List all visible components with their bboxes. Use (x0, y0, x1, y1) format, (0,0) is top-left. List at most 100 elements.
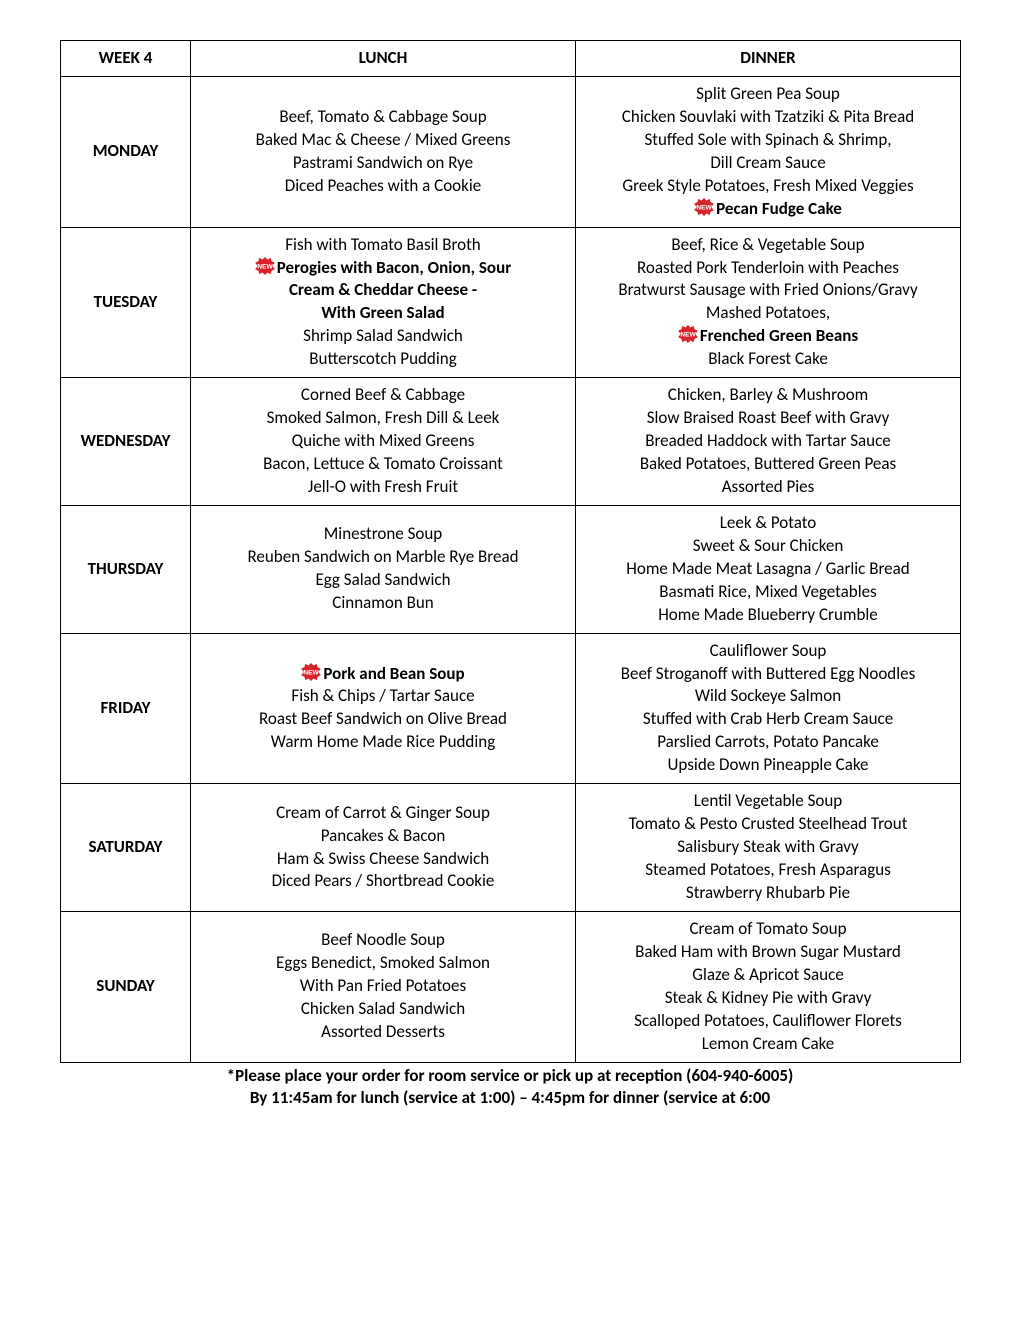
day-label: FRIDAY (61, 633, 191, 784)
lunch-cell: Corned Beef & CabbageSmoked Salmon, Fres… (191, 378, 576, 506)
dinner-cell: Leek & PotatoSweet & Sour ChickenHome Ma… (576, 505, 961, 633)
day-label: TUESDAY (61, 227, 191, 378)
menu-item: Beef, Rice & Vegetable Soup (580, 234, 956, 257)
menu-item: Black Forest Cake (580, 348, 956, 371)
header-week: WEEK 4 (61, 41, 191, 77)
day-label: WEDNESDAY (61, 378, 191, 506)
table-row: FRIDAY NEW Pork and Bean SoupFish & Chip… (61, 633, 961, 784)
menu-item: Assorted Desserts (195, 1021, 571, 1044)
menu-item: Beef, Tomato & Cabbage Soup (195, 106, 571, 129)
menu-item: Roast Beef Sandwich on Olive Bread (195, 708, 571, 731)
menu-item: Ham & Swiss Cheese Sandwich (195, 848, 571, 871)
dinner-cell: Split Green Pea SoupChicken Souvlaki wit… (576, 76, 961, 227)
table-row: THURSDAY Minestrone SoupReuben Sandwich … (61, 505, 961, 633)
header-lunch: LUNCH (191, 41, 576, 77)
menu-item: Warm Home Made Rice Pudding (195, 731, 571, 754)
menu-item: Chicken Souvlaki with Tzatziki & Pita Br… (580, 106, 956, 129)
menu-item: Lemon Cream Cake (580, 1033, 956, 1056)
menu-item: Corned Beef & Cabbage (195, 384, 571, 407)
menu-item: Beef Noodle Soup (195, 929, 571, 952)
menu-item: Diced Pears / Shortbread Cookie (195, 870, 571, 893)
menu-item: NEW Pork and Bean Soup (195, 663, 571, 686)
menu-item: Reuben Sandwich on Marble Rye Bread (195, 546, 571, 569)
menu-item: Fish with Tomato Basil Broth (195, 234, 571, 257)
menu-item: Jell-O with Fresh Fruit (195, 476, 571, 499)
menu-item: Smoked Salmon, Fresh Dill & Leek (195, 407, 571, 430)
menu-item: Home Made Meat Lasagna / Garlic Bread (580, 558, 956, 581)
svg-text:NEW: NEW (304, 669, 320, 676)
menu-item: Pancakes & Bacon (195, 825, 571, 848)
lunch-cell: Beef, Tomato & Cabbage SoupBaked Mac & C… (191, 76, 576, 227)
menu-item: Strawberry Rhubarb Pie (580, 882, 956, 905)
menu-item: Roasted Pork Tenderloin with Peaches (580, 257, 956, 280)
menu-item: With Pan Fried Potatoes (195, 975, 571, 998)
menu-item: NEW Frenched Green Beans (580, 325, 956, 348)
menu-item: Leek & Potato (580, 512, 956, 535)
menu-item: NEW Perogies with Bacon, Onion, Sour (195, 257, 571, 280)
menu-item: Basmati Rice, Mixed Vegetables (580, 581, 956, 604)
footer-note: *Please place your order for room servic… (60, 1065, 960, 1111)
table-row: SATURDAY Cream of Carrot & Ginger SoupPa… (61, 784, 961, 912)
menu-item: Wild Sockeye Salmon (580, 685, 956, 708)
menu-item: Split Green Pea Soup (580, 83, 956, 106)
table-row: WEDNESDAY Corned Beef & CabbageSmoked Sa… (61, 378, 961, 506)
menu-item: Home Made Blueberry Crumble (580, 604, 956, 627)
menu-item: Beef Stroganoff with Buttered Egg Noodle… (580, 663, 956, 686)
menu-item: Minestrone Soup (195, 523, 571, 546)
footer-line-2: By 11:45am for lunch (service at 1:00) –… (250, 1087, 770, 1108)
menu-item: Cream of Tomato Soup (580, 918, 956, 941)
menu-item: Upside Down Pineapple Cake (580, 754, 956, 777)
menu-item: Butterscotch Pudding (195, 348, 571, 371)
new-icon: NEW (694, 198, 714, 216)
svg-text:NEW: NEW (680, 332, 696, 339)
menu-item: Egg Salad Sandwich (195, 569, 571, 592)
menu-item: Parslied Carrots, Potato Pancake (580, 731, 956, 754)
menu-item: Eggs Benedict, Smoked Salmon (195, 952, 571, 975)
menu-item: Tomato & Pesto Crusted Steelhead Trout (580, 813, 956, 836)
dinner-cell: Cauliflower SoupBeef Stroganoff with But… (576, 633, 961, 784)
menu-item: Slow Braised Roast Beef with Gravy (580, 407, 956, 430)
svg-text:NEW: NEW (697, 204, 713, 211)
new-icon: NEW (255, 257, 275, 275)
menu-item: Pastrami Sandwich on Rye (195, 152, 571, 175)
menu-item: Lentil Vegetable Soup (580, 790, 956, 813)
menu-item: Mashed Potatoes, (580, 302, 956, 325)
menu-item: Assorted Pies (580, 476, 956, 499)
menu-item: Chicken, Barley & Mushroom (580, 384, 956, 407)
menu-item: Cinnamon Bun (195, 592, 571, 615)
dinner-cell: Lentil Vegetable SoupTomato & Pesto Crus… (576, 784, 961, 912)
menu-item: Breaded Haddock with Tartar Sauce (580, 430, 956, 453)
lunch-cell: NEW Pork and Bean SoupFish & Chips / Tar… (191, 633, 576, 784)
dinner-cell: Chicken, Barley & MushroomSlow Braised R… (576, 378, 961, 506)
menu-item: Shrimp Salad Sandwich (195, 325, 571, 348)
menu-item: NEW Pecan Fudge Cake (580, 198, 956, 221)
menu-item: Bacon, Lettuce & Tomato Croissant (195, 453, 571, 476)
lunch-cell: Beef Noodle SoupEggs Benedict, Smoked Sa… (191, 911, 576, 1062)
menu-item: Steamed Potatoes, Fresh Asparagus (580, 859, 956, 882)
day-label: MONDAY (61, 76, 191, 227)
menu-item: Cream & Cheddar Cheese - (195, 279, 571, 302)
menu-item: Glaze & Apricot Sauce (580, 964, 956, 987)
lunch-cell: Fish with Tomato Basil Broth NEW Perogie… (191, 227, 576, 378)
new-icon: NEW (678, 325, 698, 343)
menu-item: Stuffed Sole with Spinach & Shrimp, (580, 129, 956, 152)
menu-item: Cauliflower Soup (580, 640, 956, 663)
menu-item: Fish & Chips / Tartar Sauce (195, 685, 571, 708)
menu-item: Sweet & Sour Chicken (580, 535, 956, 558)
menu-item: Greek Style Potatoes, Fresh Mixed Veggie… (580, 175, 956, 198)
table-row: SUNDAY Beef Noodle SoupEggs Benedict, Sm… (61, 911, 961, 1062)
header-row: WEEK 4 LUNCH DINNER (61, 41, 961, 77)
menu-item: Baked Mac & Cheese / Mixed Greens (195, 129, 571, 152)
new-icon: NEW (301, 663, 321, 681)
lunch-cell: Minestrone SoupReuben Sandwich on Marble… (191, 505, 576, 633)
menu-body: MONDAY Beef, Tomato & Cabbage SoupBaked … (61, 76, 961, 1062)
menu-item: With Green Salad (195, 302, 571, 325)
menu-item: Cream of Carrot & Ginger Soup (195, 802, 571, 825)
menu-item: Stuffed with Crab Herb Cream Sauce (580, 708, 956, 731)
menu-item: Baked Potatoes, Buttered Green Peas (580, 453, 956, 476)
day-label: SUNDAY (61, 911, 191, 1062)
menu-item: Quiche with Mixed Greens (195, 430, 571, 453)
table-row: TUESDAY Fish with Tomato Basil Broth NEW… (61, 227, 961, 378)
menu-item: Steak & Kidney Pie with Gravy (580, 987, 956, 1010)
dinner-cell: Beef, Rice & Vegetable SoupRoasted Pork … (576, 227, 961, 378)
